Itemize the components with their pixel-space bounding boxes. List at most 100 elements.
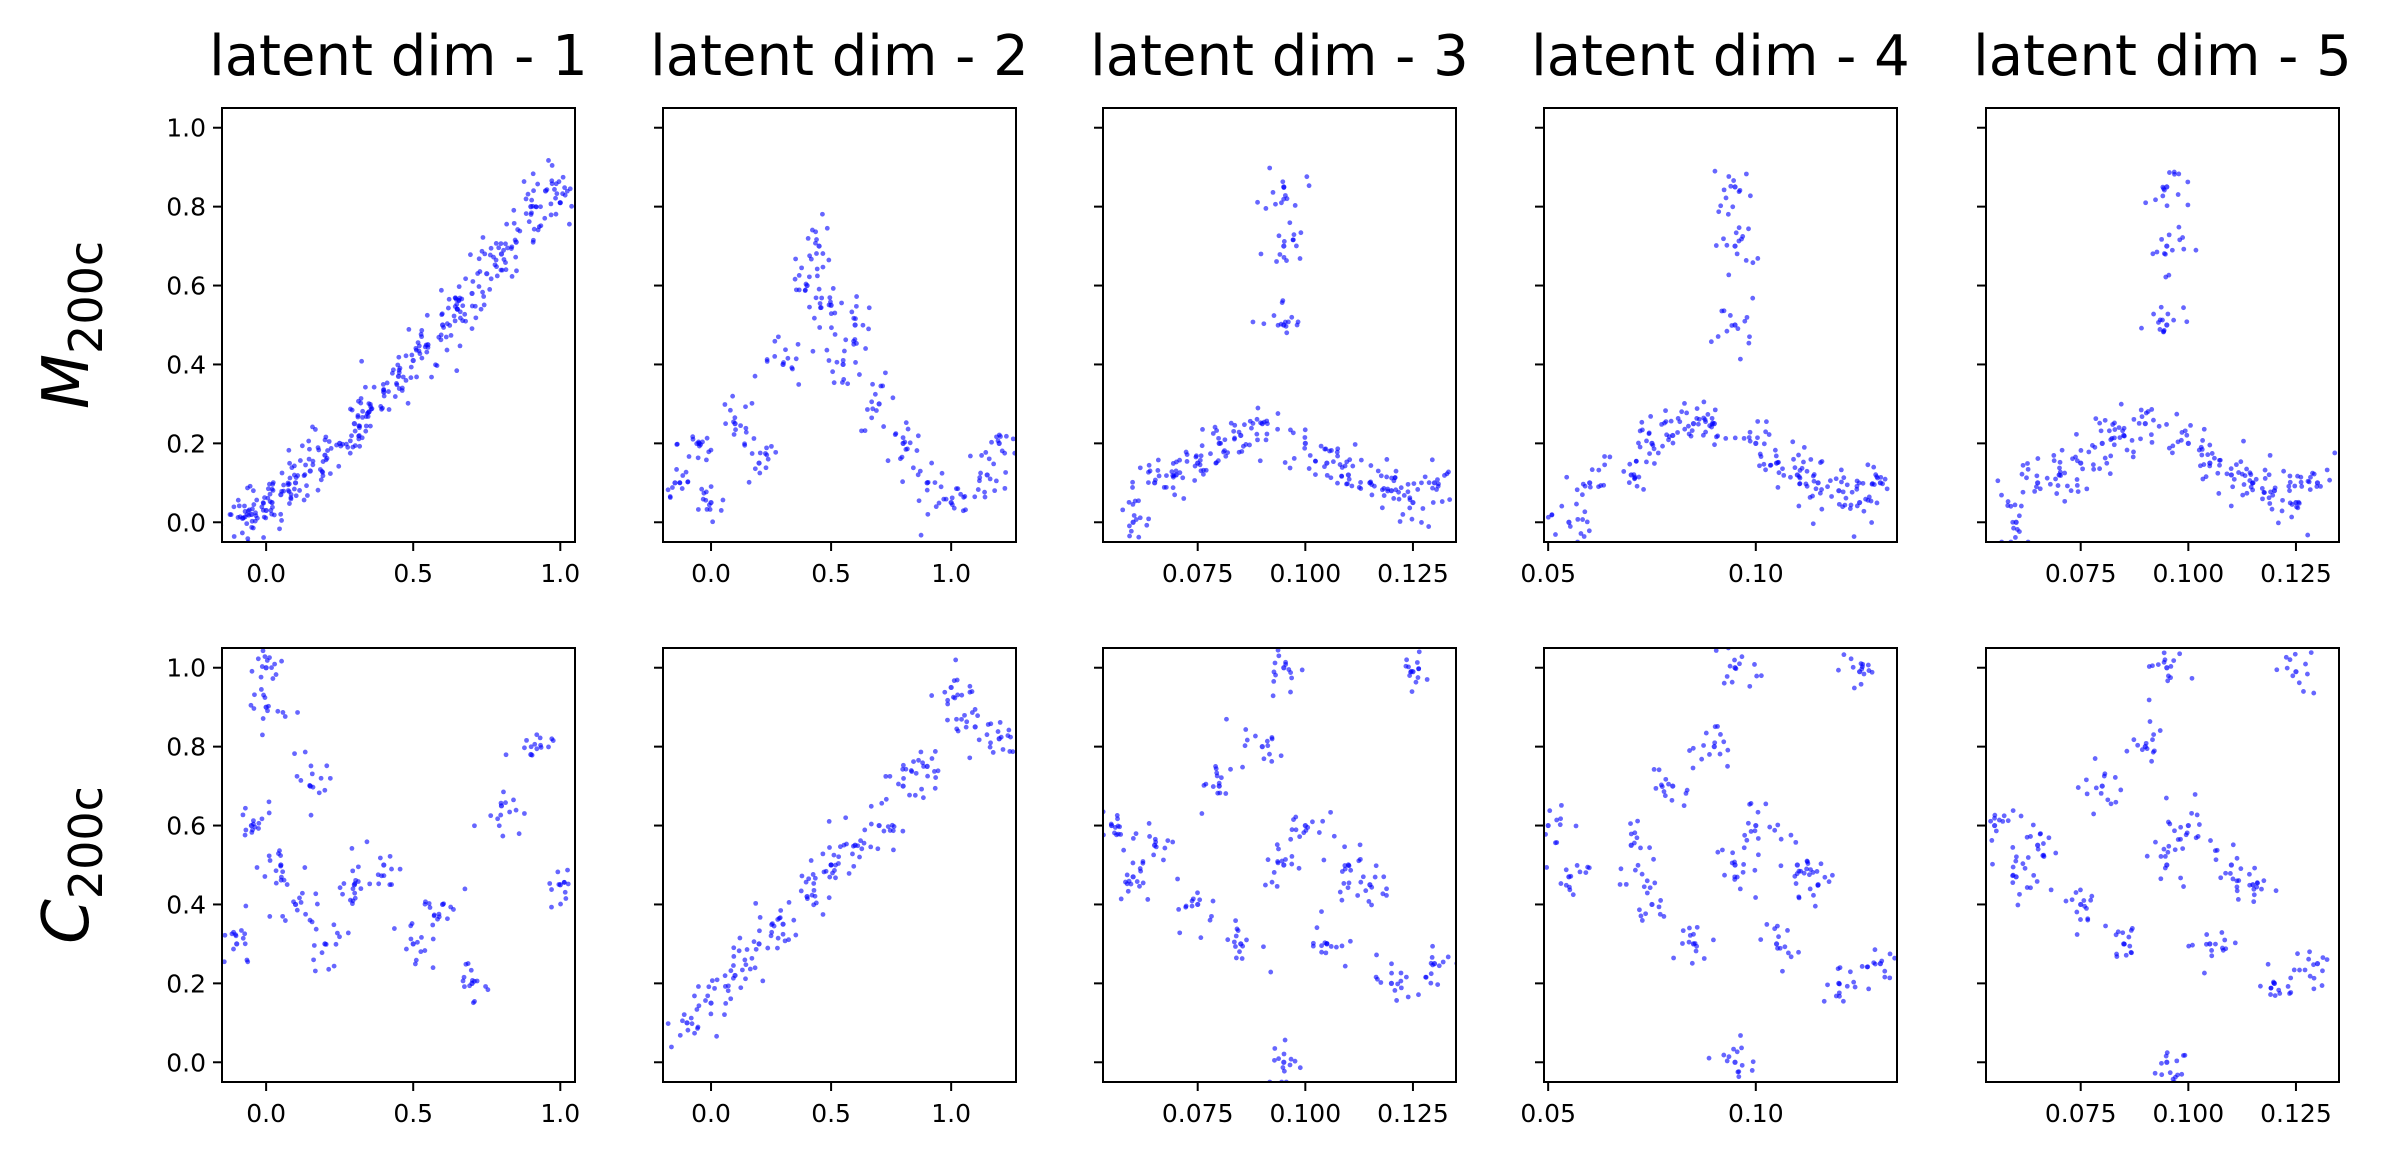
data-point <box>1554 817 1560 823</box>
data-point <box>371 384 377 390</box>
data-point <box>998 734 1004 740</box>
data-point <box>337 934 342 940</box>
data-point <box>851 843 856 849</box>
data-point <box>900 762 906 768</box>
data-point <box>2178 836 2183 842</box>
data-point <box>1274 259 1279 264</box>
data-point <box>2251 899 2257 905</box>
data-point <box>1197 897 1203 903</box>
data-point <box>267 858 273 863</box>
data-point <box>990 750 996 755</box>
data-point <box>2015 902 2021 908</box>
data-point <box>792 276 798 282</box>
data-point <box>259 816 265 822</box>
data-point <box>826 257 832 263</box>
data-point <box>2017 529 2022 535</box>
data-point <box>2057 469 2063 475</box>
data-point <box>530 171 536 177</box>
data-point <box>403 378 409 383</box>
data-point <box>325 448 330 453</box>
data-point <box>1623 881 1629 887</box>
data-point <box>1355 893 1361 898</box>
data-point <box>1776 459 1781 465</box>
data-point <box>1290 430 1296 436</box>
data-point <box>446 296 452 302</box>
data-point <box>1647 845 1652 851</box>
data-point <box>1369 884 1375 890</box>
data-point <box>460 303 466 309</box>
data-point <box>1328 475 1334 481</box>
data-point <box>1632 474 1638 480</box>
data-point <box>504 221 510 227</box>
data-point <box>915 433 921 439</box>
data-point <box>358 396 364 401</box>
data-point <box>253 510 258 516</box>
data-point <box>357 443 363 449</box>
data-point <box>279 518 284 523</box>
data-point <box>949 495 955 501</box>
data-point <box>1216 435 1221 441</box>
data-point <box>773 449 779 455</box>
data-point <box>1653 785 1659 791</box>
data-point <box>2299 484 2305 489</box>
data-point <box>1689 428 1695 433</box>
data-point <box>2138 436 2143 442</box>
data-point <box>1314 925 1320 931</box>
data-point <box>333 941 339 947</box>
data-point <box>496 245 502 251</box>
data-point <box>1807 495 1813 500</box>
data-point <box>826 895 832 901</box>
data-point <box>2114 951 2119 957</box>
data-point <box>2171 658 2177 664</box>
data-point <box>1372 874 1378 880</box>
data-point <box>478 306 484 312</box>
data-point <box>1378 980 1384 985</box>
x-tick-label: 0.100 <box>2153 559 2225 588</box>
data-point <box>1389 970 1394 976</box>
data-point <box>2234 888 2240 894</box>
data-point <box>310 458 316 464</box>
data-point <box>2131 449 2136 455</box>
data-point <box>1794 871 1800 877</box>
data-point <box>2228 466 2234 472</box>
data-point <box>2010 845 2016 850</box>
data-point <box>2287 500 2293 506</box>
data-point <box>912 792 918 798</box>
data-point <box>1233 944 1238 949</box>
data-point <box>857 372 862 377</box>
data-point <box>876 401 882 407</box>
data-point <box>2048 887 2054 893</box>
data-point <box>2258 983 2263 989</box>
data-point <box>1841 652 1847 658</box>
scatter-points <box>1120 165 1453 540</box>
data-point <box>352 443 358 449</box>
data-point <box>522 745 527 751</box>
data-point <box>1880 481 1885 487</box>
data-point <box>1363 888 1369 894</box>
data-point <box>1567 524 1573 529</box>
data-point <box>308 763 314 769</box>
data-point <box>242 503 247 509</box>
data-point <box>722 973 728 979</box>
data-point <box>1737 356 1743 362</box>
data-point <box>2123 952 2129 958</box>
data-point <box>881 828 887 834</box>
data-point <box>1337 462 1343 467</box>
data-point <box>279 658 284 664</box>
data-point <box>1271 678 1277 684</box>
data-point <box>810 348 816 354</box>
data-point <box>1137 866 1143 871</box>
data-point <box>738 423 743 429</box>
data-point <box>1281 185 1287 190</box>
data-point <box>997 720 1003 725</box>
data-point <box>1261 944 1266 950</box>
data-point <box>914 448 920 453</box>
data-point <box>2222 937 2228 943</box>
data-point <box>1637 907 1642 913</box>
data-point <box>261 692 266 698</box>
data-point <box>817 325 823 330</box>
data-point <box>1996 817 2002 823</box>
data-point <box>1722 872 1727 878</box>
data-point <box>1313 472 1318 477</box>
data-point <box>2120 428 2126 434</box>
